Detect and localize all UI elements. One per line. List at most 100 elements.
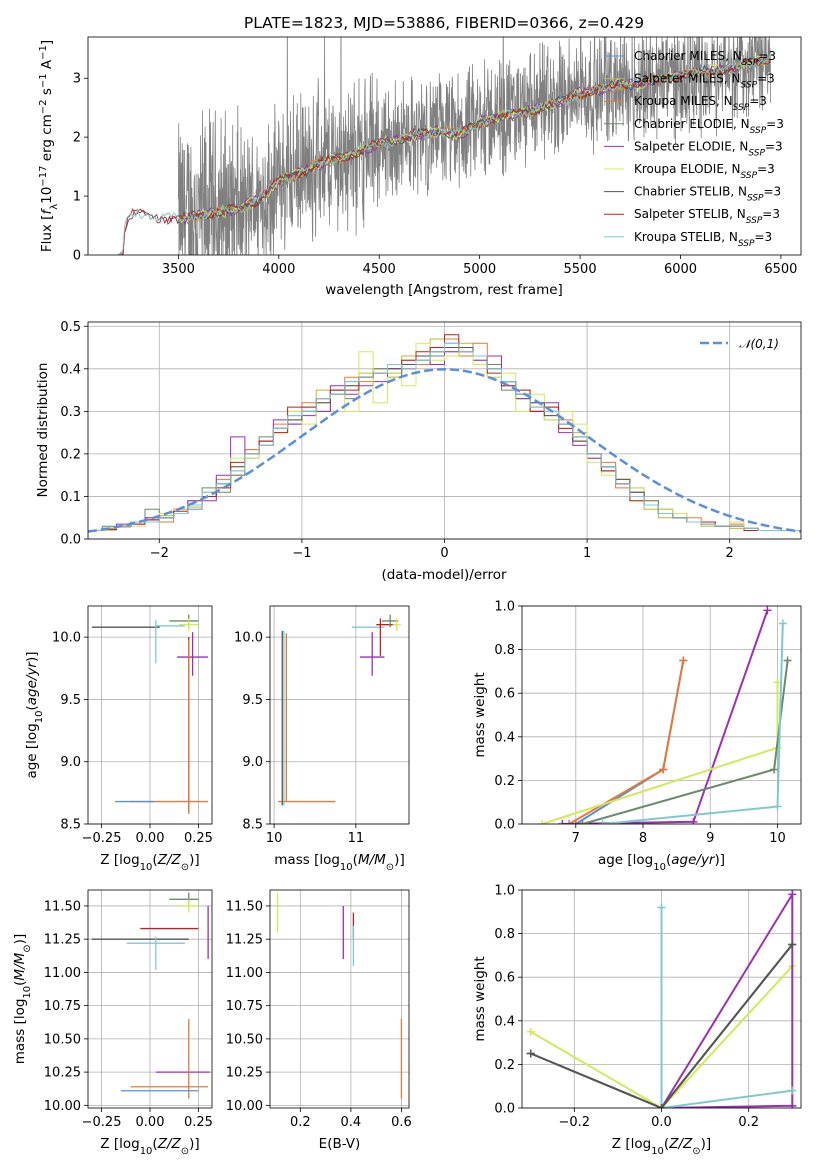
data-point xyxy=(783,656,792,665)
legend-text: =3 xyxy=(749,94,767,108)
label-part: )] xyxy=(715,852,726,868)
y-tick-label: 0.0 xyxy=(494,818,515,833)
model-line-kroupa-elodie xyxy=(178,53,771,224)
axes-frame xyxy=(521,889,802,1109)
y-tick-label: 0.6 xyxy=(494,971,515,986)
legend-text: Salpeter ELODIE, N xyxy=(634,139,748,153)
y-tick-label: 9.0 xyxy=(242,755,263,770)
label-part: Z/Z xyxy=(668,1136,693,1152)
legend-sub: SSP xyxy=(742,58,759,68)
series-line xyxy=(562,610,769,824)
plots-container: 3500 4000 4500 5000 5500 6000 6500 0 1 2 3 Chabrier… xyxy=(12,36,802,1157)
data-point xyxy=(558,820,567,824)
label-part: age [log xyxy=(598,852,653,868)
hist-series-kroupa-stelib xyxy=(88,342,801,539)
x-tick-label: 1 xyxy=(583,546,591,561)
chart-mass-vs-EBV: 0.2 0.4 0.6 10.00 10.25 10.50 10.75 11.00 11.25 1… xyxy=(226,889,412,1152)
legend-sub: SSP xyxy=(748,148,765,158)
chart-massweight-vs-Z: −0.2 0.0 0.2 0.0 0.2 0.4 0.6 0.8 1.0 mass weight Z… xyxy=(472,884,802,1157)
y-tick-label: 0.8 xyxy=(494,927,515,942)
y-axis-label: mass weight xyxy=(472,672,488,757)
legend-label: Chabrier STELIB, NSSP=3 xyxy=(634,185,781,204)
y-tick-label: 0.2 xyxy=(494,1058,515,1073)
legend-text: =3 xyxy=(764,185,782,199)
chart-spectrum: 3500 4000 4500 5000 5500 6000 6500 0 1 2 3 Chabrier… xyxy=(38,36,802,298)
label-part: 10 xyxy=(651,1146,664,1157)
legend-text: Kroupa ELODIE, N xyxy=(634,162,741,176)
label-part: 10 xyxy=(22,986,33,999)
label-part: 10 xyxy=(653,862,666,873)
label-part: ⊙ xyxy=(22,944,33,952)
series-kroupa-miles xyxy=(565,656,688,824)
errorbar-kroupa-elodie xyxy=(179,618,199,631)
data-point xyxy=(526,1049,535,1058)
x-tick-label: 0.2 xyxy=(738,1115,759,1130)
data-point xyxy=(538,820,547,824)
data-point xyxy=(788,890,797,899)
y-tick-label: 10.00 xyxy=(44,1099,81,1114)
y-tick-label: 8.5 xyxy=(60,818,81,833)
data-point xyxy=(763,606,772,615)
data-point xyxy=(773,802,782,811)
legend-sub: SSP xyxy=(750,126,767,136)
x-axis-label: E(B-V) xyxy=(319,1136,361,1152)
data-point xyxy=(578,820,587,824)
errorbar-kroupa-miles xyxy=(278,633,336,803)
label-part: ⊙ xyxy=(692,1146,700,1157)
legend-text: =3 xyxy=(758,49,776,63)
y-tick-label: 9.0 xyxy=(60,755,81,770)
x-tick-label: 9 xyxy=(706,831,714,846)
legend-text: Kroupa STELIB, N xyxy=(634,230,738,244)
legend-label: Salpeter STELIB, NSSP=3 xyxy=(634,207,780,226)
x-tick-label: 0 xyxy=(440,546,448,561)
y-tick-label: 1.0 xyxy=(494,884,515,899)
y-tick-label: 0.0 xyxy=(60,533,81,548)
x-tick-label: 0.4 xyxy=(341,1115,362,1130)
y-tick-label: 0.4 xyxy=(494,1014,515,1029)
legend-label: Kroupa STELIB, NSSP=3 xyxy=(634,230,772,249)
legend-text: =3 xyxy=(766,117,784,131)
legend-sub: SSP xyxy=(746,216,763,226)
axes-frame xyxy=(87,321,802,540)
y-tick-label: 0.6 xyxy=(494,687,515,702)
errorbar-salpeter-elodie xyxy=(177,632,209,676)
x-tick-label: −0.25 xyxy=(82,831,122,846)
x-tick-label: 3500 xyxy=(162,262,195,277)
data-point xyxy=(689,817,698,824)
legend-text: =3 xyxy=(765,139,783,153)
data-point xyxy=(659,765,668,774)
label-part: ( xyxy=(664,1136,669,1152)
y-tick-label: 10.0 xyxy=(234,631,263,646)
label-part: mass [log xyxy=(12,999,28,1065)
label-part: 10 xyxy=(39,187,55,204)
y-tick-label: 10.25 xyxy=(226,1066,263,1081)
errorbar-kroupa-stelib xyxy=(126,936,185,970)
legend-label: Chabrier ELODIE, NSSP=3 xyxy=(634,117,784,136)
label-part: age/yr xyxy=(671,852,716,868)
y-tick-label: 0.4 xyxy=(60,362,81,377)
legend-text: Chabrier STELIB, N xyxy=(634,185,747,199)
label-part: ⊙ xyxy=(181,1146,189,1157)
y-tick-label: 10.50 xyxy=(226,1032,263,1047)
x-axis-label: Z [log10(Z/Z⊙)] xyxy=(100,852,199,873)
label-part: ( xyxy=(152,1136,157,1152)
label-part: Z/Z xyxy=(157,1136,182,1152)
label-part: )] xyxy=(24,651,40,662)
plot-area xyxy=(91,892,211,1099)
legend-text: Salpeter MILES, N xyxy=(634,72,741,86)
y-tick-label: 10.75 xyxy=(44,999,81,1014)
data-point xyxy=(770,765,779,774)
figure-title: PLATE=1823, MJD=53886, FIBERID=0366, z=0… xyxy=(244,14,644,32)
legend-sub: SSP xyxy=(741,81,758,91)
label-part: Flux [ xyxy=(39,215,55,253)
chart-massweight-vs-age: 7 8 9 10 0.0 0.2 0.4 0.6 0.8 1.0 mass weight age [l… xyxy=(472,600,802,873)
series-line xyxy=(660,907,793,1108)
label-part: s xyxy=(39,88,55,99)
errorbar-salpeter-elodie xyxy=(359,632,385,676)
legend-label: Chabrier MILES, NSSP=3 xyxy=(634,49,776,68)
label-part: M/M xyxy=(12,952,28,980)
x-tick-label: 6000 xyxy=(664,262,697,277)
y-tick-label: 11.50 xyxy=(44,899,81,914)
legend-label: Salpeter ELODIE, NSSP=3 xyxy=(634,139,783,158)
errorbar-kroupa-stelib xyxy=(155,619,185,664)
